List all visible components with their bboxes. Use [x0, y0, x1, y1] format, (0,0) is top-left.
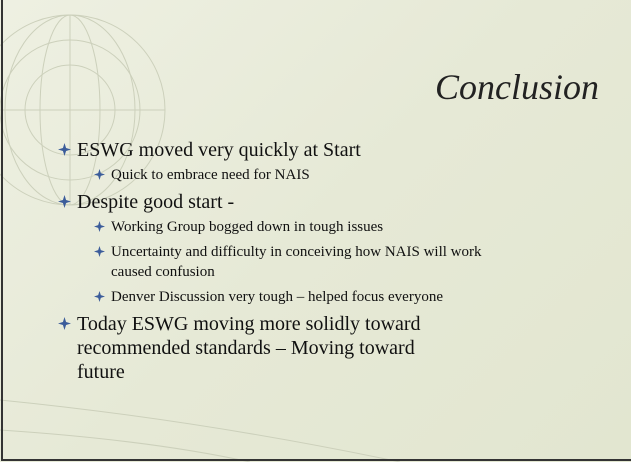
sub-bullet-text: Quick to embrace need for NAIS — [111, 167, 310, 183]
bullet-text: Despite good start - — [77, 191, 234, 213]
sub-bullet: Denver Discussion very tough – helped fo… — [94, 287, 511, 307]
bullet-star — [94, 246, 105, 257]
bullet-star — [94, 221, 105, 232]
bullet-list: ESWG moved very quickly at Start Quick to… — [58, 138, 598, 387]
bullet-star — [94, 169, 105, 180]
bullet: Despite good start - — [58, 190, 467, 214]
sub-bullet-text: Working Group bogged down in tough issue… — [111, 219, 383, 235]
bullet-text: Today ESWG moving more solidly toward re… — [77, 313, 421, 383]
sub-bullet: Working Group bogged down in tough issue… — [94, 217, 511, 237]
bullet: ESWG moved very quickly at Start — [58, 138, 467, 162]
sub-bullet-text: Denver Discussion very tough – helped fo… — [111, 289, 443, 305]
bullet-text: ESWG moved very quickly at Start — [77, 139, 361, 161]
bullet-star — [58, 143, 71, 156]
sub-bullet: Quick to embrace need for NAIS — [94, 165, 511, 185]
bullet: Today ESWG moving more solidly toward re… — [58, 312, 467, 384]
bullet-star — [58, 317, 71, 330]
slide-title: Conclusion — [435, 66, 599, 108]
bullet-star — [94, 291, 105, 302]
sub-bullet: Uncertainty and difficulty in conceiving… — [94, 242, 511, 282]
slide: Conclusion ESWG moved very quickly at St… — [0, 0, 631, 462]
sub-bullet-text: Uncertainty and difficulty in conceiving… — [111, 244, 481, 280]
bullet-star — [58, 195, 71, 208]
